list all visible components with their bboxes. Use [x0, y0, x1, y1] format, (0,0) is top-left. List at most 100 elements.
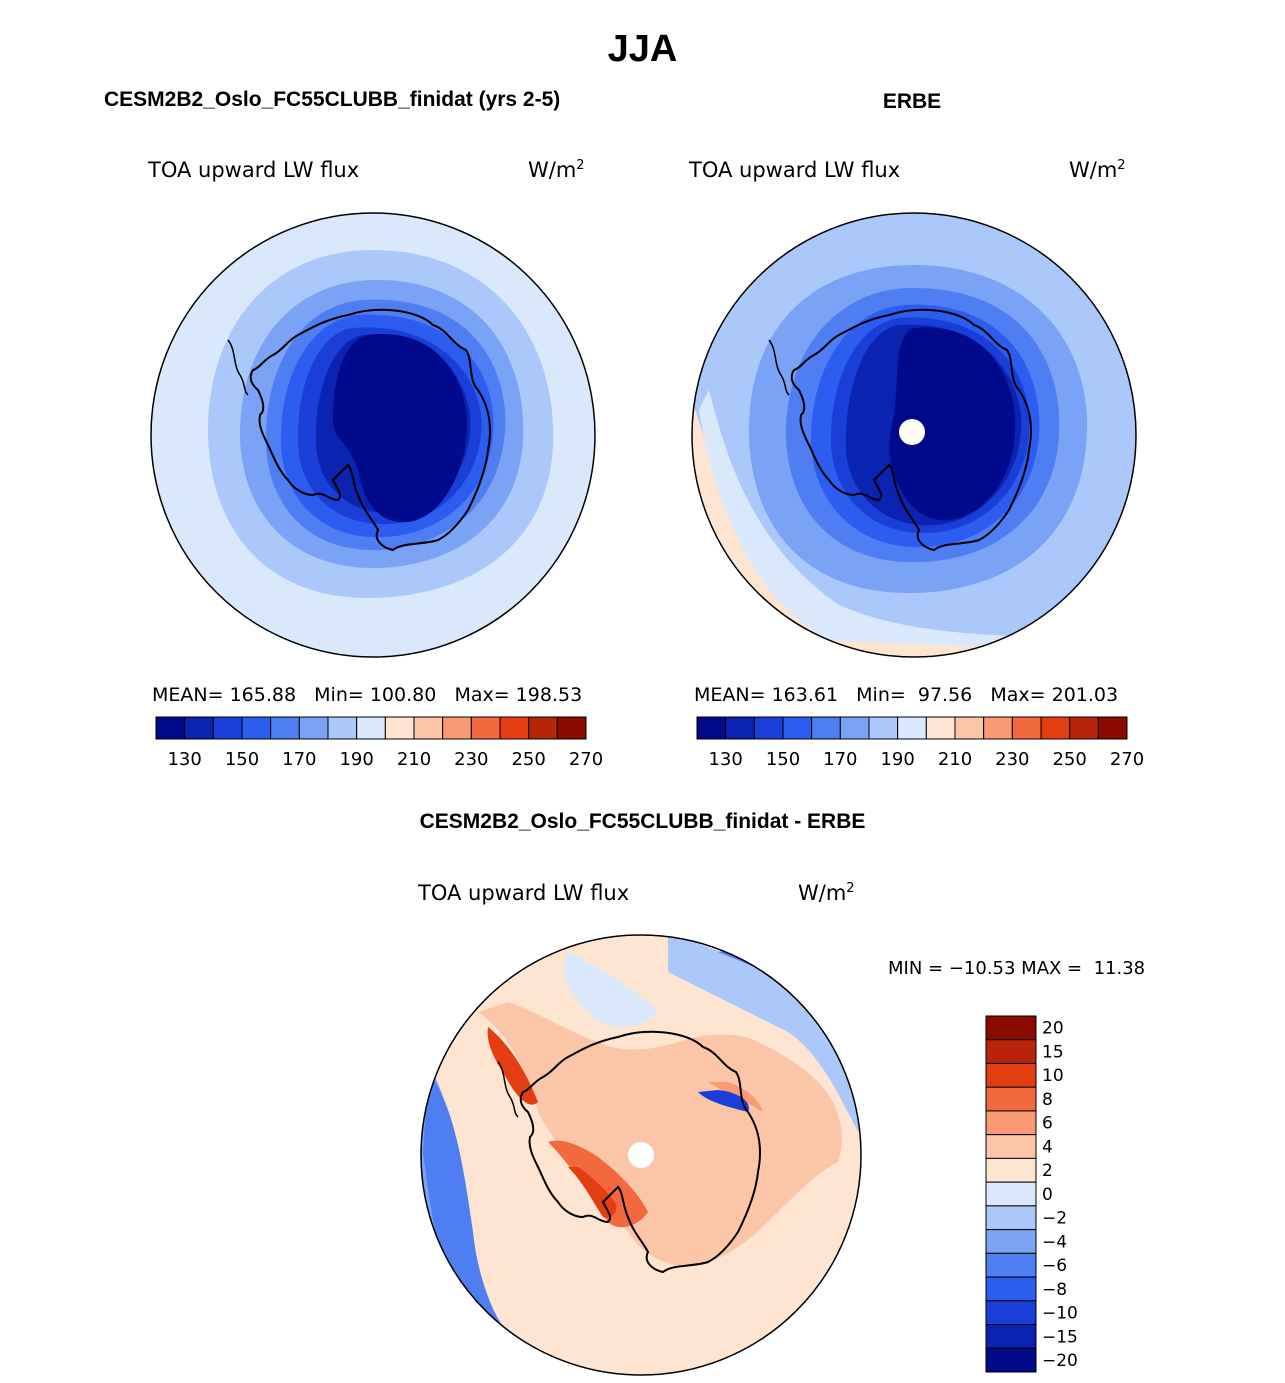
- diff-colorbar-label: 20: [1042, 1019, 1064, 1039]
- pole-hole: [628, 1142, 654, 1168]
- diff-colorbar-box: [985, 1157, 1037, 1183]
- diff-colorbar-box: [985, 1039, 1037, 1064]
- model-units-label: W/m2: [528, 158, 585, 182]
- obs-panel-title: ERBE: [882, 90, 942, 113]
- diff-colorbar-box: [985, 1300, 1037, 1326]
- obs-colorbar-box: [725, 716, 755, 740]
- diff-map: [420, 934, 862, 1376]
- diff-colorbar-label: 10: [1042, 1066, 1064, 1086]
- model-colorbar-box: [470, 716, 501, 740]
- model-stats: MEAN= 165.88 Min= 100.80 Max= 198.53: [152, 684, 583, 706]
- diff-variable-label: TOA upward LW flux: [418, 881, 630, 905]
- obs-colorbar-box: [954, 716, 985, 740]
- obs-stats: MEAN= 163.61 Min= 97.56 Max= 201.03: [694, 684, 1119, 706]
- model-colorbar-box: [499, 716, 530, 740]
- model-colorbar-box: [384, 716, 415, 740]
- model-colorbar-label: 230: [454, 749, 488, 770]
- obs-colorbar-box: [983, 716, 1013, 740]
- model-colorbar-box: [356, 716, 386, 740]
- diff-stats: MIN = −10.53 MAX = 11.38: [888, 958, 1146, 979]
- diff-colorbar-label: −4: [1042, 1232, 1067, 1252]
- obs-colorbar-label: 190: [880, 749, 914, 770]
- model-colorbar-label: 270: [569, 749, 603, 770]
- diff-colorbar-label: −10: [1042, 1304, 1078, 1324]
- model-colorbar: 130 150 170 190 210 230 250 270: [155, 716, 603, 770]
- diff-colorbar-label: −6: [1042, 1256, 1067, 1276]
- obs-colorbar-label: 130: [708, 749, 742, 770]
- model-colorbar-box: [528, 716, 558, 740]
- model-colorbar-label: 170: [282, 749, 316, 770]
- diff-colorbar-label: −15: [1042, 1327, 1078, 1347]
- model-colorbar-box: [327, 716, 358, 740]
- obs-colorbar-box: [811, 716, 841, 740]
- obs-units-label: W/m2: [1069, 158, 1126, 182]
- obs-colorbar-label: 230: [995, 749, 1029, 770]
- model-colorbar-label: 210: [397, 749, 431, 770]
- obs-colorbar-box: [1097, 716, 1128, 740]
- model-colorbar-box: [155, 716, 186, 740]
- model-colorbar-box: [270, 716, 300, 740]
- obs-colorbar-box: [839, 716, 870, 740]
- model-colorbar-box: [184, 716, 214, 740]
- obs-colorbar-box: [1011, 716, 1042, 740]
- obs-colorbar-box: [696, 716, 727, 740]
- model-colorbar-box: [298, 716, 329, 740]
- model-colorbar-box: [442, 716, 472, 740]
- season-title: JJA: [607, 28, 678, 70]
- diff-colorbar-box: [985, 1276, 1037, 1302]
- diff-panel-title: CESM2B2_Oslo_FC55CLUBB_finidat - ERBE: [419, 810, 866, 833]
- diff-colorbar-label: 6: [1042, 1114, 1053, 1134]
- diff-colorbar-box: [985, 1181, 1037, 1207]
- obs-colorbar-box: [1069, 716, 1099, 740]
- obs-colorbar-label: 210: [938, 749, 972, 770]
- obs-colorbar-box: [1040, 716, 1071, 740]
- model-colorbar-label: 130: [167, 749, 201, 770]
- obs-colorbar-box: [868, 716, 899, 740]
- antarctica-coastline: [249, 308, 491, 552]
- diff-colorbar-label: 8: [1042, 1090, 1053, 1110]
- obs-colorbar-box: [753, 716, 784, 740]
- diff-colorbar-box: [985, 1110, 1037, 1136]
- diff-colorbar-box: [985, 1205, 1037, 1231]
- diff-colorbar-box: [985, 1229, 1037, 1254]
- antarctica-coastline: [790, 308, 1032, 552]
- diff-colorbar-box: [985, 1252, 1037, 1278]
- diff-colorbar-box: [985, 1134, 1037, 1159]
- model-map: [150, 212, 596, 658]
- model-colorbar-label: 250: [511, 749, 545, 770]
- diff-colorbar-box: [985, 1015, 1037, 1041]
- diff-colorbar-box: [985, 1347, 1037, 1373]
- diff-units-label: W/m2: [798, 881, 855, 905]
- diff-colorbar-box: [985, 1062, 1037, 1088]
- diff-colorbar-label: −20: [1042, 1351, 1078, 1371]
- antarctica-coastline: [519, 1030, 761, 1274]
- obs-colorbar-label: 250: [1052, 749, 1086, 770]
- obs-colorbar-label: 170: [823, 749, 857, 770]
- model-colorbar-label: 150: [225, 749, 259, 770]
- diff-colorbar-label: 4: [1042, 1137, 1053, 1157]
- model-colorbar-box: [413, 716, 444, 740]
- map-border: [150, 212, 596, 658]
- model-colorbar-box: [241, 716, 272, 740]
- map-border: [420, 934, 862, 1376]
- obs-variable-label: TOA upward LW flux: [689, 158, 901, 182]
- diff-colorbar-box: [985, 1086, 1037, 1112]
- diff-colorbar-label: 2: [1042, 1161, 1053, 1181]
- diff-colorbar-box: [985, 1324, 1037, 1349]
- model-variable-label: TOA upward LW flux: [148, 158, 360, 182]
- model-colorbar-box: [212, 716, 243, 740]
- model-colorbar-box: [556, 716, 587, 740]
- obs-colorbar-box: [782, 716, 813, 740]
- obs-colorbar: 130 150 170 190 210 230 250 270: [696, 716, 1144, 770]
- diff-colorbar-label: −8: [1042, 1280, 1067, 1300]
- obs-colorbar-box: [897, 716, 927, 740]
- obs-colorbar-label: 150: [766, 749, 800, 770]
- model-panel-title: CESM2B2_Oslo_FC55CLUBB_finidat (yrs 2-5): [104, 88, 561, 111]
- diff-colorbar-label: 0: [1042, 1185, 1053, 1205]
- obs-map: [691, 212, 1137, 658]
- obs-colorbar-label: 270: [1110, 749, 1144, 770]
- map-border: [691, 212, 1137, 658]
- obs-colorbar-box: [925, 716, 956, 740]
- model-colorbar-label: 190: [339, 749, 373, 770]
